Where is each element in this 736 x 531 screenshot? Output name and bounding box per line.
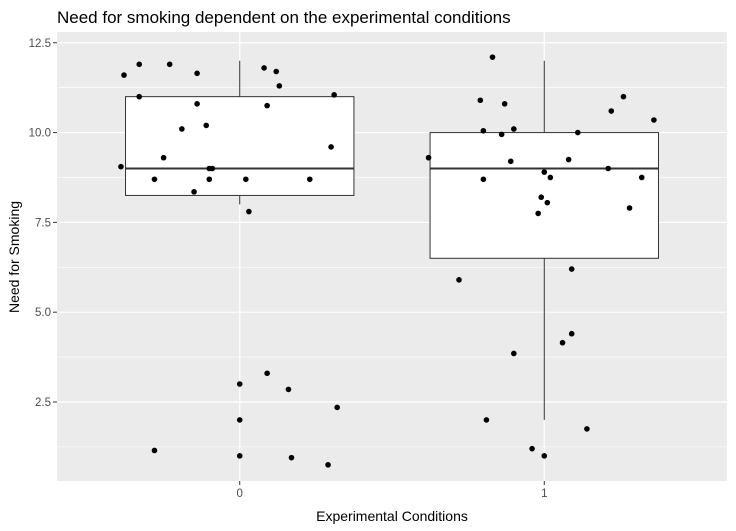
data-point [605,165,612,172]
boxplot [429,60,659,420]
box [429,132,659,259]
data-point [565,156,572,163]
data-point [243,176,249,183]
data-point [194,70,200,77]
data-point [151,176,158,183]
boxplots [125,60,659,420]
data-point [638,174,645,181]
data-point [501,101,508,107]
y-tick-label: 5.0 [35,307,51,319]
data-point [273,68,280,75]
data-point [261,65,267,71]
data-point [651,117,657,123]
data-point [191,189,197,195]
data-point [489,54,496,60]
data-point [236,417,243,423]
y-tick-label: 12.5 [29,38,51,50]
data-point [480,127,487,134]
data-point [334,404,340,411]
data-points [118,54,657,468]
data-point [203,122,210,129]
data-point [498,131,505,138]
data-point [547,174,554,181]
data-point [194,101,200,107]
data-point [584,426,590,432]
data-point [529,445,535,452]
x-tick-label: 0 [237,488,243,500]
y-axis: 2.5 5.0 7.5 10.0 12.5 [29,38,57,409]
data-point [477,97,484,104]
data-point [236,381,243,387]
data-point [236,453,243,459]
data-point [209,165,216,172]
data-point [541,453,548,459]
data-point [568,266,575,272]
data-point [325,462,331,468]
data-point [306,176,313,183]
y-tick-label: 7.5 [35,217,51,229]
boxplot [125,60,355,205]
data-point [541,169,548,175]
data-point [136,93,143,100]
data-point [331,92,337,98]
data-point [456,277,462,283]
y-tick-label: 2.5 [35,397,51,409]
data-point [264,370,270,377]
box [125,96,355,196]
data-point [246,208,252,215]
data-point [511,126,517,132]
data-point [136,61,143,68]
x-tick-label: 1 [541,488,547,500]
data-point [535,210,541,217]
data-point [151,447,158,454]
data-point [276,83,283,89]
data-point [511,350,517,357]
y-tick-label: 10.0 [29,128,51,140]
data-point [285,386,292,393]
data-point [425,154,432,161]
y-axis-title: Need for Smoking [6,201,22,313]
data-point [507,158,514,165]
data-point [480,176,487,183]
data-point [483,417,490,423]
data-point [160,154,167,161]
data-point [608,108,615,114]
chart-title: Need for smoking dependent on the experi… [57,8,511,27]
data-point [206,176,213,183]
data-point [568,330,575,337]
data-point [264,102,270,109]
data-point [544,199,551,206]
data-point [328,144,334,150]
data-point [179,126,185,132]
data-point [626,205,633,211]
data-point [121,72,127,78]
data-point [288,454,295,461]
data-point [166,61,173,68]
data-point [574,129,581,136]
data-point [559,339,566,346]
data-point [538,194,545,201]
x-axis-title: Experimental Conditions [316,508,468,524]
data-point [118,163,124,170]
data-point [620,93,627,100]
